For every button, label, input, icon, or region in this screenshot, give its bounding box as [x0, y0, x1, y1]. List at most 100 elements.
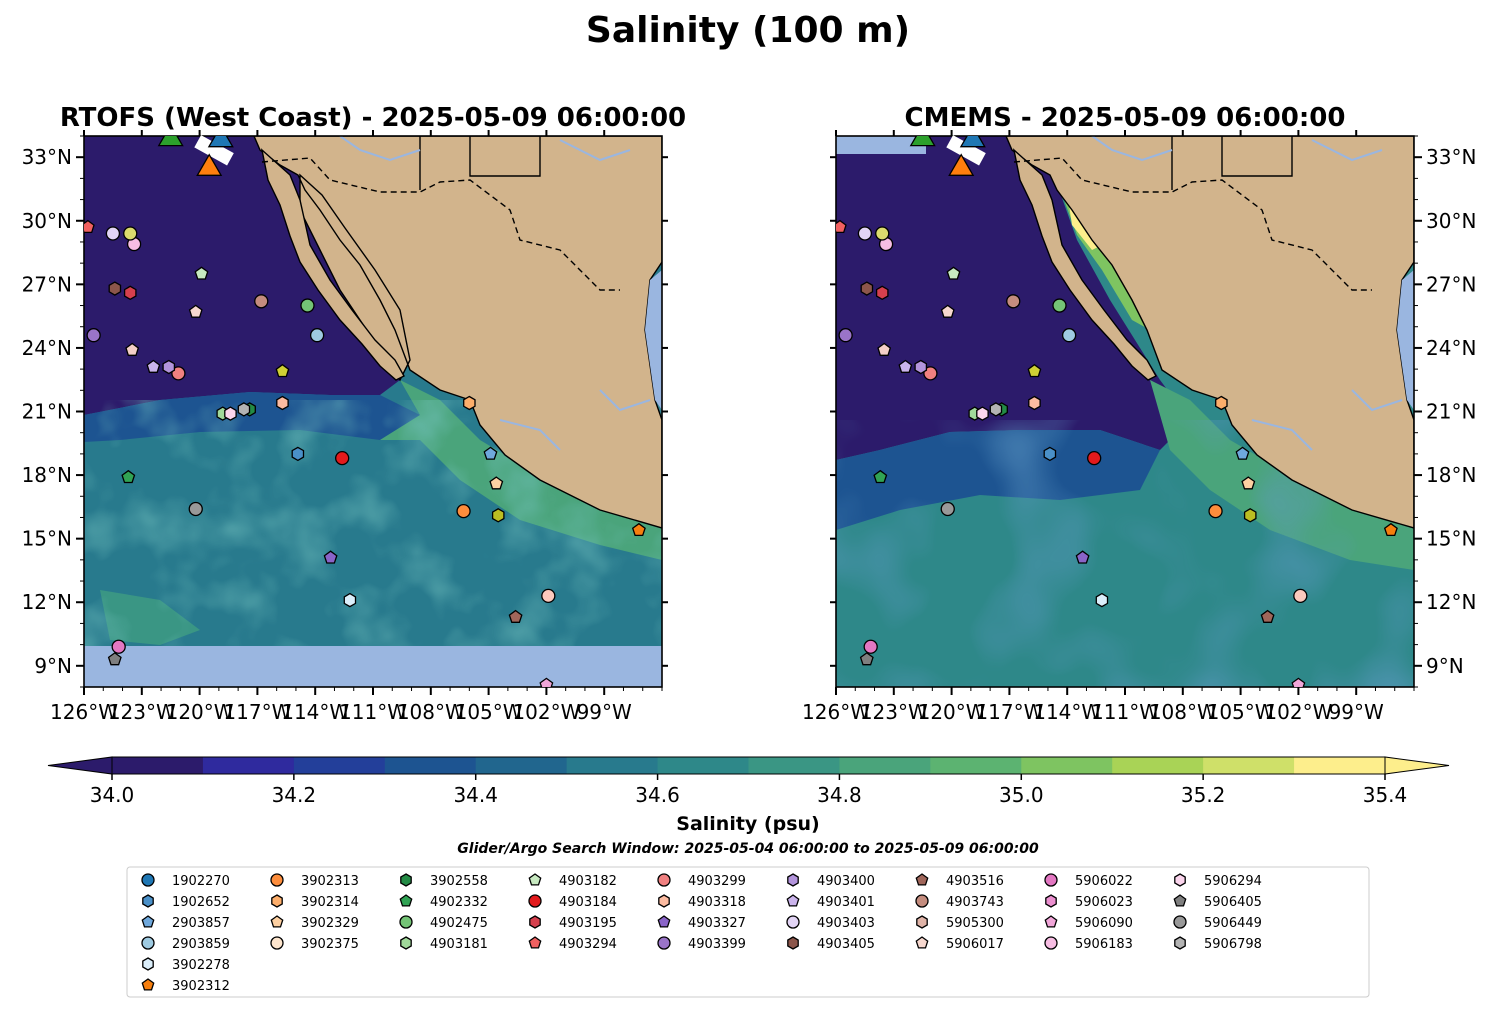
float-5906017-rtofs	[188, 304, 203, 318]
legend-label-4903401: 4903401	[817, 895, 875, 910]
colorbar-segment	[1112, 757, 1204, 774]
panel-rtofs: RTOFS (West Coast) - 2025-05-09 06:00:00…	[22, 103, 687, 724]
legend-label-5906183: 5906183	[1075, 937, 1133, 952]
legend-marker-4903405	[787, 936, 799, 950]
float-4903318-rtofs	[276, 395, 289, 411]
glider-group	[909, 136, 936, 147]
float-5906449-rtofs	[188, 501, 203, 517]
legend-label-4903400: 4903400	[817, 874, 875, 889]
float-4902332-rtofs	[121, 469, 136, 484]
legend-label-5906017: 5906017	[946, 937, 1004, 952]
y-tick-label: 12°N	[22, 590, 72, 614]
colorbar-segment	[839, 757, 931, 774]
legend-marker-4903400	[787, 873, 799, 887]
legend-marker-5905300	[916, 915, 928, 929]
legend-marker-5906449	[1173, 915, 1187, 929]
x-tick-label: 123°W	[860, 700, 928, 724]
float-3902313-rtofs	[456, 503, 471, 519]
glider-sp030-20250310T2101-rtofs	[207, 136, 234, 148]
legend-marker-4903403	[786, 915, 800, 929]
border-line-cmems	[1013, 157, 1372, 291]
float-4903516-rtofs	[508, 609, 523, 623]
legend-label-1902652: 1902652	[172, 895, 230, 910]
x-tick-label: 111°W	[339, 700, 407, 724]
map-field-cmems	[836, 136, 1414, 687]
float-3902312-rtofs	[631, 522, 646, 537]
y-tick-label: 18°N	[22, 463, 72, 487]
x-tick-label: 120°W	[918, 700, 986, 724]
glider-sp055-20250204T1600-cmems	[909, 136, 936, 147]
float-4903299-rtofs	[171, 366, 186, 381]
colorbar-segment	[1294, 757, 1386, 774]
glider-sp041-20250224T1815-rtofs	[196, 153, 223, 176]
legend-label-4903182: 4903182	[559, 874, 617, 889]
float-4903195-cmems	[875, 285, 889, 301]
coastal-nodata-rtofs	[645, 270, 662, 410]
legend-label-4903184: 4903184	[559, 895, 617, 910]
y-tick-label: 12°N	[1426, 590, 1476, 614]
float-4903743-rtofs	[254, 294, 269, 309]
float-4903327-rtofs	[323, 550, 338, 564]
gliders-rtofs	[157, 135, 234, 176]
legend-items: 1902270 1902652 2903857 2903859 3902278 39023…	[141, 873, 1262, 994]
x-tick-label: 126°W	[802, 700, 870, 724]
x-tick-label: 111°W	[1091, 700, 1159, 724]
colorbar-segment	[930, 757, 1022, 774]
legend-marker-4903299	[657, 873, 671, 887]
legend-marker-4902475	[399, 915, 413, 929]
glider-group	[959, 136, 986, 148]
border-line-rtofs	[261, 157, 620, 291]
legend-label-5906798: 5906798	[1204, 937, 1262, 952]
legend-label-4902475: 4902475	[430, 916, 488, 931]
float-5906798-rtofs	[237, 402, 251, 417]
float-4902475-rtofs	[300, 298, 315, 313]
legend-marker-5906183	[1044, 936, 1058, 950]
legend-marker-5906022	[1044, 873, 1058, 887]
float-5906017-cmems	[940, 304, 955, 318]
legend-label-5906294: 5906294	[1204, 874, 1262, 889]
legend-label-2903857: 2903857	[172, 916, 230, 931]
colorbar-tick-label: 34.8	[817, 783, 862, 807]
colorbar-extend-low	[47, 756, 113, 775]
legend-marker-3902314	[271, 894, 283, 908]
legend-label-3902329: 3902329	[301, 916, 359, 931]
legend-label-3902312: 3902312	[172, 979, 230, 994]
float-3902312-cmems	[1383, 522, 1398, 537]
legend-label-5906405: 5906405	[1204, 895, 1262, 910]
figure-title: Salinity (100 m)	[586, 10, 910, 51]
x-tick-label: 117°W	[223, 700, 291, 724]
legend-label-4902332: 4902332	[430, 895, 488, 910]
panel-title-rtofs: RTOFS (West Coast) - 2025-05-09 06:00:00	[60, 103, 686, 133]
float-2903859-rtofs	[309, 328, 325, 343]
y-tick-label: 21°N	[22, 400, 72, 424]
float-5906405-rtofs	[107, 652, 122, 666]
x-tick-label: 99°W	[577, 700, 632, 724]
legend-label-4903405: 4903405	[817, 937, 875, 952]
legend-marker-3902558	[400, 873, 412, 887]
y-tick-label: 9°N	[34, 654, 72, 678]
colorbar-segment	[657, 757, 750, 774]
x-tick-label: 108°W	[397, 700, 465, 724]
float-4903327-cmems	[1075, 550, 1090, 564]
colorbar-tick-label: 34.2	[272, 783, 317, 807]
y-tick-label: 30°N	[1426, 209, 1476, 233]
legend-label-4903399: 4903399	[688, 937, 746, 952]
legend-label-5906023: 5906023	[1075, 895, 1133, 910]
legend-label-3902314: 3902314	[301, 895, 359, 910]
legend-marker-2903859	[141, 936, 155, 950]
float-4903299-cmems	[923, 366, 938, 381]
legend-marker-3902278	[142, 957, 154, 971]
colorbar-frame	[111, 756, 1386, 775]
panel-cmems: CMEMS - 2025-05-09 06:00:00 126°W123°W12…	[802, 103, 1476, 724]
legend-label-5905300: 5905300	[946, 916, 1004, 931]
y-tick-label: 15°N	[22, 527, 72, 551]
float-4903195-rtofs	[123, 285, 137, 301]
float-4903743-cmems	[1006, 294, 1021, 309]
coastal-nodata-cmems	[1397, 270, 1414, 410]
x-tick-label: 117°W	[975, 700, 1043, 724]
float-5906022-rtofs	[111, 639, 126, 654]
legend-marker-4903195	[529, 915, 541, 929]
float-4902332-cmems	[873, 469, 888, 484]
glider-sp055-20250204T1600-rtofs	[157, 136, 184, 147]
